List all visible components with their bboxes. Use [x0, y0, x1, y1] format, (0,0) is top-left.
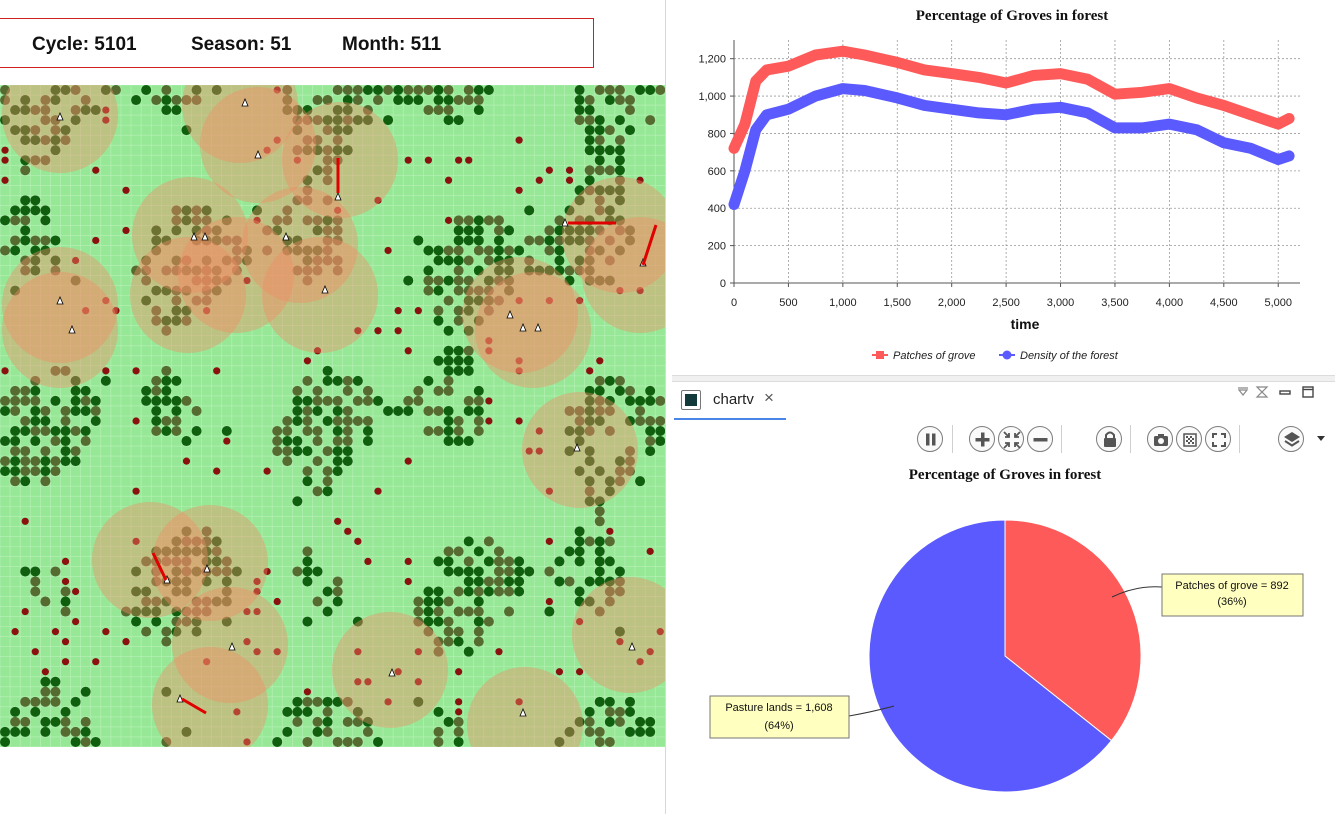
- x-tick-label: 4,000: [1156, 297, 1184, 309]
- x-tick-label: 2,000: [938, 297, 966, 309]
- y-tick-label: 0: [720, 278, 726, 290]
- line-chart-title: Percentage of Groves in forest: [916, 8, 1108, 24]
- simulation-grid[interactable]: [0, 85, 665, 747]
- view-menu-icon[interactable]: [1236, 385, 1250, 399]
- series-line-grove: [728, 45, 1295, 154]
- status-box: Cycle: 5101 Season: 51 Month: 511: [0, 18, 594, 68]
- y-tick-label: 600: [708, 166, 726, 178]
- zoom-in-icon[interactable]: [969, 426, 995, 452]
- y-tick-label: 200: [708, 241, 726, 253]
- series-line-forest: [728, 83, 1295, 210]
- zoom-out-icon[interactable]: [1027, 426, 1053, 452]
- x-tick-label: 3,000: [1047, 297, 1075, 309]
- charts-pane: Percentage of Groves in forest 0 200 400 60…: [672, 0, 1335, 814]
- close-icon[interactable]: ×: [764, 388, 774, 407]
- x-tick-label: 1,500: [884, 297, 912, 309]
- season-label: Season: 51: [191, 34, 292, 55]
- pause-icon[interactable]: [917, 426, 943, 452]
- minimize-icon[interactable]: [1278, 385, 1292, 399]
- legend-marker-forest: [1002, 350, 1012, 360]
- legend-marker-grove: [876, 351, 884, 359]
- legend-grove: Patches of grove: [893, 350, 976, 362]
- cycle-label: Cycle: 5101: [32, 34, 137, 55]
- chevron-down-icon[interactable]: [1316, 435, 1326, 443]
- collapse-icon[interactable]: [1255, 385, 1269, 399]
- pie-chart: Percentage of Groves in forest Patches o…: [709, 467, 1304, 793]
- label-grove-line1: Patches of grove = 892: [1175, 580, 1288, 592]
- pie-chart-title: Percentage of Groves in forest: [909, 467, 1101, 483]
- view-divider[interactable]: [672, 375, 1335, 382]
- x-tick-label: 0: [731, 297, 737, 309]
- y-tick-label: 400: [708, 203, 726, 215]
- tab-label: chartv: [713, 391, 754, 408]
- pie-slice-pasture: [868, 519, 1113, 793]
- tab-chartv[interactable]: chartv ×: [674, 382, 786, 420]
- x-axis-label: time: [1011, 316, 1040, 332]
- camera-icon[interactable]: [1147, 426, 1173, 452]
- y-tick-label: 1,200: [698, 54, 726, 66]
- legend: Patches of grove Density of the forest: [872, 350, 1119, 362]
- x-tick-label: 3,500: [1101, 297, 1129, 309]
- texture-icon[interactable]: [1176, 426, 1202, 452]
- x-tick-label: 2,500: [992, 297, 1020, 309]
- x-tick-label: 4,500: [1210, 297, 1238, 309]
- legend-forest: Density of the forest: [1020, 350, 1119, 362]
- y-tick-label: 800: [708, 128, 726, 140]
- chart-view-icon: [681, 390, 701, 410]
- label-pasture-line2: (64%): [764, 720, 793, 732]
- fit-icon[interactable]: [998, 426, 1024, 452]
- x-tick-label: 500: [779, 297, 797, 309]
- maximize-icon[interactable]: [1301, 385, 1315, 399]
- x-tick-label: 1,000: [829, 297, 857, 309]
- line-chart: Percentage of Groves in forest 0 200 400 60…: [698, 8, 1300, 362]
- label-pasture-box: Pasture lands = 1,608 (64%): [709, 695, 895, 739]
- y-tick-label: 1,000: [698, 91, 726, 103]
- label-grove-box: Patches of grove = 892 (36%): [1111, 573, 1304, 617]
- lock-icon[interactable]: [1096, 426, 1122, 452]
- simulation-display[interactable]: Cycle: 5101 Season: 51 Month: 511: [0, 0, 665, 814]
- pie-slice-grove: [1004, 519, 1142, 742]
- fullscreen-icon[interactable]: [1205, 426, 1231, 452]
- chart-toolbar: [672, 420, 1335, 464]
- month-label: Month: 511: [342, 34, 442, 55]
- label-pasture-line1: Pasture lands = 1,608: [725, 702, 832, 714]
- pane-divider[interactable]: [665, 0, 666, 814]
- view-tabbar: chartv ×: [672, 382, 1335, 420]
- x-tick-label: 5,000: [1264, 297, 1292, 309]
- label-grove-line2: (36%): [1217, 596, 1246, 608]
- layers-icon[interactable]: [1278, 426, 1304, 452]
